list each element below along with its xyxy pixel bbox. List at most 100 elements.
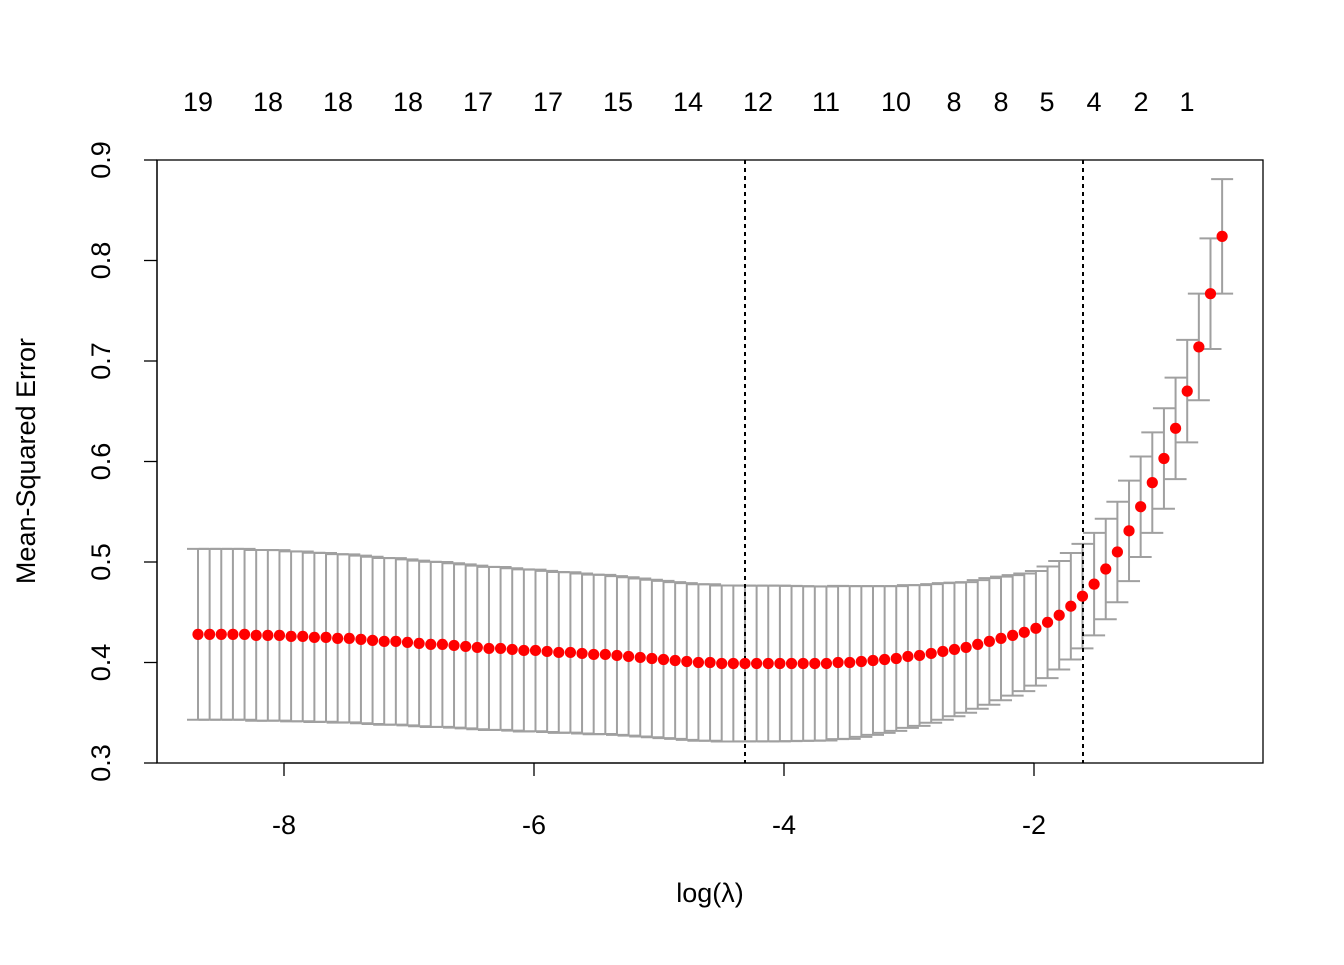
- top-axis-label: 10: [881, 87, 911, 117]
- reference-lines: [744, 160, 1084, 763]
- top-axis: 19 18 18 18 17 17 15 14 12 11 10 8 8 5 4 2 1: [183, 87, 1195, 117]
- data-point: [250, 629, 262, 641]
- data-point: [739, 657, 751, 670]
- data-point: [1158, 452, 1170, 465]
- data-point: [809, 657, 821, 670]
- data-point: [1065, 600, 1077, 612]
- data-point: [960, 641, 972, 654]
- data-point: [681, 655, 693, 668]
- data-point: [1030, 622, 1042, 634]
- data-point: [471, 641, 483, 654]
- y-tick-label: 0.5: [86, 543, 116, 581]
- data-point: [576, 647, 588, 660]
- data-point: [1123, 525, 1135, 537]
- y-tick-label: 0.4: [86, 644, 116, 682]
- top-axis-label: 4: [1086, 87, 1101, 117]
- data-point: [413, 637, 425, 650]
- data-point: [494, 642, 507, 655]
- data-point: [425, 638, 437, 651]
- data-point: [995, 632, 1007, 644]
- data-point: [634, 651, 646, 664]
- data-point: [1135, 501, 1147, 513]
- data-point: [238, 628, 251, 640]
- data-point: [460, 640, 472, 653]
- data-point: [785, 657, 798, 670]
- data-point: [983, 635, 995, 647]
- y-tick-label: 0.8: [86, 242, 116, 280]
- data-point: [448, 639, 460, 652]
- x-tick-label: -4: [772, 810, 796, 840]
- data-point: [1204, 288, 1217, 300]
- data-point: [622, 650, 635, 663]
- data-point: [657, 653, 670, 666]
- data-point: [564, 646, 577, 659]
- x-axis: -8 -6 -4 -2: [272, 762, 1046, 840]
- top-axis-label: 17: [463, 87, 493, 117]
- top-axis-label: 15: [603, 87, 633, 117]
- data-point: [390, 635, 402, 647]
- data-point: [1111, 546, 1123, 558]
- y-tick-label: 0.3: [86, 744, 116, 782]
- data-point: [797, 657, 809, 670]
- x-axis-label: log(λ): [676, 878, 744, 908]
- data-point: [692, 656, 705, 669]
- data-point: [588, 648, 600, 661]
- data-point: [1053, 609, 1065, 621]
- data-point: [483, 642, 495, 655]
- data-point: [867, 654, 879, 667]
- x-tick-label: -2: [1022, 810, 1046, 840]
- data-point: [1193, 341, 1205, 353]
- x-tick-label: -6: [522, 810, 546, 840]
- data-point: [820, 657, 833, 670]
- data-point: [553, 646, 565, 659]
- data-point: [948, 643, 961, 656]
- y-tick-label: 0.9: [86, 141, 116, 179]
- data-point: [646, 652, 658, 665]
- y-axis-label: Mean-Squared Error: [11, 338, 41, 584]
- data-point: [1007, 629, 1019, 641]
- top-axis-label: 8: [993, 87, 1008, 117]
- data-point: [343, 632, 355, 644]
- top-axis-label: 5: [1039, 87, 1054, 117]
- data-point: [727, 657, 739, 670]
- top-axis-label: 8: [946, 87, 961, 117]
- data-point: [1181, 385, 1193, 397]
- data-point: [1169, 422, 1182, 434]
- data-point: [192, 628, 204, 640]
- y-tick-label: 0.6: [86, 443, 116, 481]
- top-axis-label: 19: [183, 87, 213, 117]
- data-point: [716, 657, 728, 670]
- data-point: [1018, 626, 1030, 638]
- data-point: [273, 629, 286, 641]
- data-point: [972, 638, 984, 651]
- data-point: [285, 630, 297, 642]
- data-point: [1088, 578, 1100, 590]
- data-point: [541, 645, 553, 658]
- data-point: [297, 630, 309, 642]
- data-point: [518, 644, 530, 657]
- data-point: [844, 656, 856, 669]
- data-point: [611, 649, 623, 662]
- data-point: [1100, 563, 1112, 575]
- data-point: [925, 647, 937, 660]
- y-tick-label: 0.7: [86, 342, 116, 380]
- data-point: [366, 634, 379, 646]
- y-axis: 0.3 0.4 0.5 0.6 0.7 0.8 0.9: [86, 141, 158, 782]
- top-axis-label: 18: [323, 87, 353, 117]
- data-point: [204, 628, 216, 640]
- data-point: [704, 656, 716, 669]
- data-point: [320, 631, 332, 643]
- data-point: [227, 628, 239, 640]
- x-tick-label: -8: [272, 810, 296, 840]
- data-point: [902, 650, 914, 663]
- data-point: [332, 632, 344, 644]
- top-axis-label: 18: [253, 87, 283, 117]
- data-point: [506, 643, 518, 656]
- data-point: [308, 631, 320, 643]
- data-point: [1216, 230, 1228, 242]
- data-point: [599, 648, 611, 661]
- data-point: [355, 633, 367, 645]
- data-point: [1041, 616, 1054, 628]
- data-point: [855, 655, 867, 668]
